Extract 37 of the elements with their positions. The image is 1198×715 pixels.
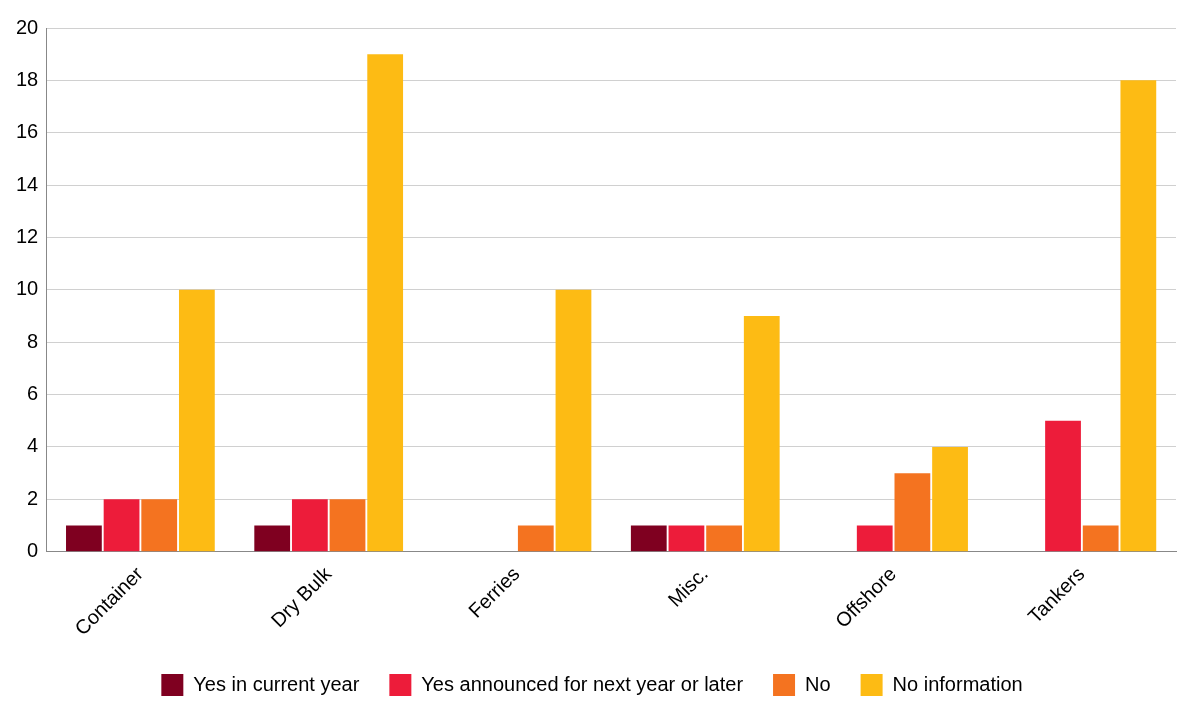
bar bbox=[66, 525, 102, 552]
bar bbox=[254, 525, 291, 552]
bar bbox=[1120, 80, 1157, 552]
y-tick-label: 8 bbox=[27, 329, 39, 352]
bar bbox=[367, 54, 404, 552]
bar bbox=[1082, 525, 1119, 552]
bar bbox=[630, 525, 667, 552]
y-tick-label: 2 bbox=[27, 486, 39, 509]
x-tick-label: Dry Bulk bbox=[266, 561, 337, 632]
bar bbox=[668, 525, 705, 552]
y-tick-label: 18 bbox=[16, 67, 39, 90]
bar bbox=[743, 316, 780, 552]
legend-label: No bbox=[805, 672, 831, 695]
y-tick-label: 10 bbox=[16, 277, 39, 300]
bar bbox=[856, 525, 893, 552]
y-tick-label: 20 bbox=[16, 15, 39, 38]
y-tick-label: 16 bbox=[16, 120, 39, 143]
bar bbox=[329, 499, 366, 552]
bar bbox=[141, 499, 178, 552]
y-tick-label: 14 bbox=[16, 172, 39, 195]
bar bbox=[103, 499, 140, 552]
bar bbox=[178, 289, 215, 552]
legend-label: Yes in current year bbox=[193, 672, 360, 695]
x-tick-label: Misc. bbox=[663, 562, 712, 611]
bar bbox=[517, 525, 554, 552]
bar bbox=[894, 473, 931, 552]
bar bbox=[706, 525, 742, 552]
bar bbox=[555, 289, 592, 552]
bar bbox=[291, 499, 328, 552]
y-tick-label: 0 bbox=[27, 539, 39, 562]
bar bbox=[1045, 420, 1081, 552]
legend-label: Yes announced for next year or later bbox=[421, 672, 744, 695]
y-tick-label: 6 bbox=[27, 382, 39, 405]
y-tick-label: 4 bbox=[27, 434, 39, 457]
bar bbox=[932, 446, 968, 552]
legend-label: No information bbox=[892, 672, 1023, 695]
y-tick-label: 12 bbox=[16, 225, 39, 247]
